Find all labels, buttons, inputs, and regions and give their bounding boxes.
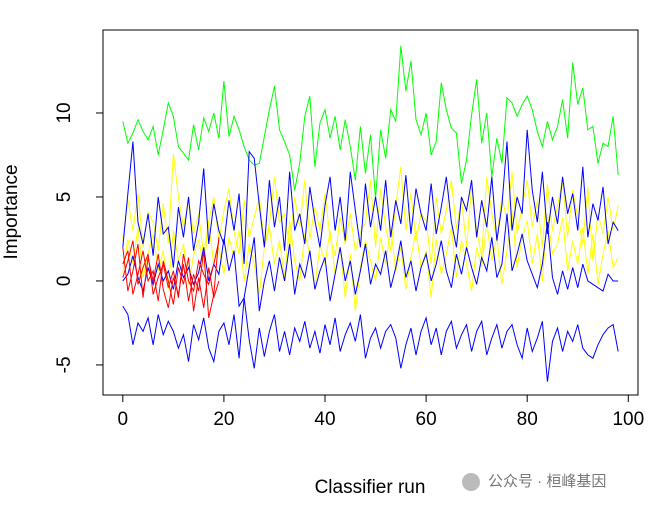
series-line xyxy=(122,129,619,268)
plot-frame xyxy=(102,29,639,396)
watermark: 公众号 · 桓峰基因 xyxy=(488,473,606,490)
series-line xyxy=(122,210,619,312)
series-line xyxy=(122,240,220,298)
watermark-icon xyxy=(462,473,480,491)
series-line xyxy=(122,297,619,382)
x-tick-label: 40 xyxy=(314,409,335,430)
y-tick-label: 0 xyxy=(54,276,75,287)
x-tick-label: 100 xyxy=(612,409,644,430)
x-tick-label: 80 xyxy=(517,409,538,430)
y-tick-label: 10 xyxy=(54,102,75,123)
y-axis-label: Importance xyxy=(1,164,22,259)
x-tick-label: 20 xyxy=(213,409,234,430)
y-tick-label: 5 xyxy=(54,192,75,203)
series-line xyxy=(122,213,619,312)
x-axis-label: Classifier run xyxy=(315,477,426,498)
series-line xyxy=(122,250,220,312)
x-tick-label: 0 xyxy=(118,409,129,430)
x-tick-label: 60 xyxy=(416,409,437,430)
series-line xyxy=(122,45,619,199)
y-tick-label: -5 xyxy=(54,356,75,373)
